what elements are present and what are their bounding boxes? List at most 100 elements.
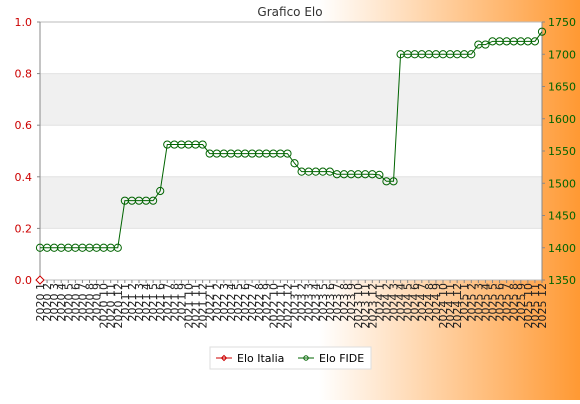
- x-tick-label: 2020 9: [91, 283, 104, 322]
- legend-box: [209, 346, 372, 370]
- x-tick-label: 2020 6: [69, 283, 82, 322]
- right-tick-label: 1550: [548, 145, 576, 158]
- right-tick-label: 1700: [548, 48, 576, 61]
- x-tick-label: 2022 3: [218, 283, 231, 322]
- data-point-elo-fide: [481, 40, 490, 49]
- x-tick-label: 2022 1: [204, 283, 217, 322]
- x-tick-label: 2021 11: [190, 283, 203, 329]
- legend-marker-elo-italia: [220, 354, 228, 362]
- x-tick-label: 2023 5: [317, 283, 330, 322]
- x-tick-label: 2024 10: [437, 283, 450, 329]
- x-tick-label: 2023 6: [324, 283, 337, 322]
- x-tick-label: 2025 11: [529, 283, 542, 329]
- x-tick-label: 2021 1: [119, 283, 132, 322]
- x-tick-label: 2025 3: [472, 283, 485, 322]
- x-tick-label: 2021 8: [168, 283, 181, 322]
- right-tick-label: 1650: [548, 81, 576, 94]
- x-tick-label: 2021 6: [154, 283, 167, 322]
- x-tick-label: 2020 5: [62, 283, 75, 322]
- x-tick-label: 2022 4: [225, 283, 238, 322]
- x-tick-label: 2025 5: [487, 283, 500, 322]
- data-point-elo-fide: [530, 37, 540, 46]
- x-tick-label: 2020 10: [98, 283, 111, 329]
- x-tick-label: 2022 9: [260, 283, 273, 322]
- data-point-elo-fide: [389, 177, 398, 186]
- x-tick-label: 2025 12: [536, 283, 549, 329]
- data-point-elo-fide: [375, 170, 384, 179]
- x-tick-label: 2021 2: [126, 283, 139, 322]
- x-tick-label: 2022 8: [253, 283, 266, 322]
- x-tick-label: 2025 2: [465, 283, 478, 322]
- plot-area: [39, 21, 543, 281]
- x-tick-label: 2024 12: [451, 283, 464, 329]
- x-tick-label: 2021 10: [182, 283, 195, 329]
- right-tick-label: 1500: [548, 177, 576, 190]
- x-tick-label: 2022 10: [267, 283, 280, 329]
- x-tick-label: 2021 9: [175, 283, 188, 322]
- x-tick-label: 2020 7: [76, 283, 89, 322]
- data-point-elo-fide: [290, 159, 299, 168]
- data-point-elo-fide: [467, 50, 476, 59]
- left-tick-label: 0.6: [15, 119, 33, 132]
- x-tick-label: 2024 11: [444, 283, 457, 329]
- left-tick-label: 0.8: [15, 68, 33, 81]
- x-tick-label: 2020 8: [83, 283, 96, 322]
- data-point-elo-fide: [283, 149, 292, 158]
- x-tick-label: 2025 1: [458, 283, 471, 322]
- x-tick-label: 2021 5: [147, 283, 160, 322]
- x-tick-label: 2025 4: [479, 283, 492, 322]
- x-tick-label: 2024 7: [416, 283, 429, 322]
- x-tick-label: 2024 9: [430, 283, 443, 322]
- x-tick-label: 2020 3: [48, 283, 61, 322]
- x-tick-label: 2021 4: [140, 283, 153, 322]
- x-tick-label: 2020 4: [55, 283, 68, 322]
- x-tick-label: 2023 8: [338, 283, 351, 322]
- chart-title: Grafico Elo: [257, 5, 322, 19]
- right-tick-label: 1400: [548, 242, 576, 255]
- x-tick-label: 2022 11: [274, 283, 287, 329]
- series-elo-italia: [35, 275, 45, 285]
- right-y-axis: 1350 1400 1450 1500 1550 1600 1650 1700 1750: [541, 16, 576, 287]
- x-tick-label: 2022 6: [239, 283, 252, 322]
- x-tick-label: 2021 7: [161, 283, 174, 322]
- x-tick-label: 2022 2: [211, 283, 224, 322]
- legend-label-elo-fide: Elo FIDE: [319, 352, 364, 365]
- x-tick-label: 2024 8: [423, 283, 436, 322]
- right-tick-label: 1350: [548, 274, 576, 287]
- x-tick-label: 2025 7: [501, 283, 514, 322]
- x-tick-label: 2023 9: [345, 283, 358, 322]
- x-tick-label: 2024 1: [373, 283, 386, 322]
- legend-marker-elo-fide: [303, 355, 309, 361]
- x-tick-label: 2024 3: [388, 283, 401, 322]
- data-point-elo-fide: [325, 167, 334, 176]
- left-tick-label: 1.0: [15, 16, 33, 29]
- data-point-elo-fide: [537, 27, 547, 36]
- right-tick-label: 1750: [548, 16, 576, 29]
- x-tick-label: 2024 5: [402, 283, 415, 322]
- left-y-axis: 0.0 0.2 0.4 0.6 0.8 1.0: [15, 16, 41, 287]
- x-tick-label: 2020 11: [105, 283, 118, 329]
- series-layer: [35, 27, 547, 285]
- x-tick-label: 2021 3: [133, 283, 146, 322]
- right-tick-label: 1450: [548, 210, 576, 223]
- x-tick-label: 2021 12: [197, 283, 210, 329]
- x-tick-label: 2022 7: [246, 283, 259, 322]
- x-tick-label: 2024 6: [409, 283, 422, 322]
- x-tick-label: 2023 11: [359, 283, 372, 329]
- x-tick-label: 2023 12: [366, 283, 379, 329]
- x-tick-label: 2023 10: [352, 283, 365, 329]
- x-tick-label: 2022 5: [232, 283, 245, 322]
- x-tick-label: 2023 7: [331, 283, 344, 322]
- data-point-elo-fide: [156, 186, 165, 196]
- right-tick-label: 1600: [548, 113, 576, 126]
- data-point-elo-fide: [149, 196, 158, 205]
- x-tick-label: 2025 10: [522, 283, 535, 329]
- x-tick-label: 2023 3: [303, 283, 316, 322]
- x-tick-label: 2025 8: [508, 283, 521, 322]
- x-tick-label: 2025 6: [494, 283, 507, 322]
- x-tick-label: 2022 12: [281, 283, 294, 329]
- x-tick-label: 2023 1: [289, 283, 302, 322]
- x-tick-label: 2020 12: [112, 283, 125, 329]
